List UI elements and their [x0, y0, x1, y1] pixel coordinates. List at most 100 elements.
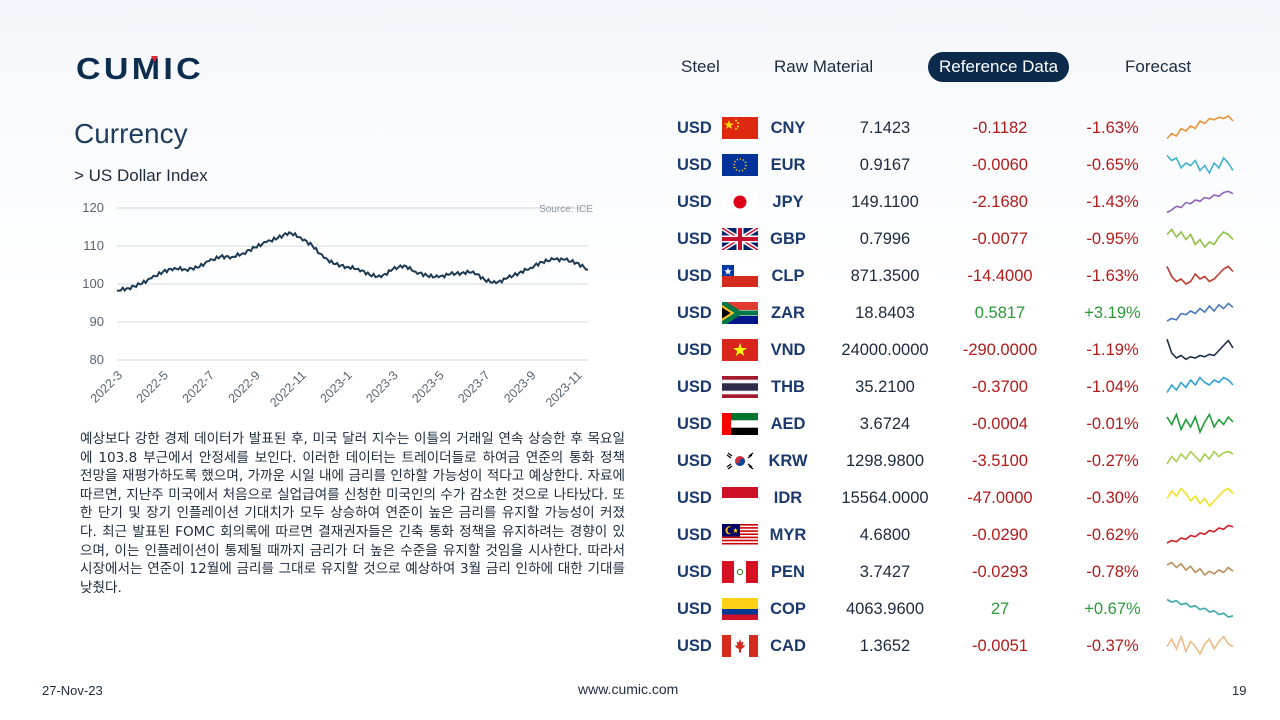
currency-row-thb: USD THB 35.2100 -0.3700 -1.04%	[670, 369, 1250, 406]
base-currency: USD	[677, 452, 712, 470]
nav-raw-material[interactable]: Raw Material	[774, 57, 874, 76]
rate-change: -2.1680	[972, 193, 1028, 211]
sparkline-line	[1166, 634, 1234, 656]
exchange-rate: 0.9167	[859, 156, 911, 174]
currency-code: IDR	[773, 489, 803, 507]
currency-code: PEN	[771, 563, 805, 581]
top-nav: Steel Raw Material Reference Data Foreca…	[660, 52, 1220, 82]
sparkline-chart	[1166, 376, 1234, 393]
exchange-rate: 0.7996	[859, 230, 911, 248]
chart-x-tick-label: 2023-5	[409, 368, 446, 405]
rate-change-percent: -1.04%	[1086, 378, 1139, 396]
rate-change-percent: -0.95%	[1086, 230, 1139, 248]
chart-y-tick-label: 80	[90, 352, 104, 367]
exchange-rate: 7.1423	[859, 119, 911, 137]
chart-y-tick-label: 100	[82, 276, 104, 291]
currency-row-myr: USD MYR 4.6800 -0.0290 -0.62%	[670, 517, 1250, 554]
rate-change-percent: -1.43%	[1086, 193, 1139, 211]
exchange-rate: 3.7427	[859, 563, 911, 581]
base-currency: USD	[677, 341, 712, 359]
chart-x-tick-label: 2023-11	[543, 368, 585, 410]
footer-url[interactable]: www.cumic.com	[578, 681, 679, 697]
base-currency: USD	[677, 637, 712, 655]
sparkline-line	[1166, 412, 1234, 435]
rate-change: -0.0004	[972, 415, 1028, 433]
rate-change: -0.0293	[972, 563, 1028, 581]
exchange-rate: 4063.9600	[846, 600, 924, 618]
chart-x-tick-label: 2023-3	[363, 368, 400, 405]
nav-forecast[interactable]: Forecast	[1125, 57, 1192, 76]
rate-change-percent: -0.62%	[1086, 526, 1139, 544]
sparkline-chart	[1166, 115, 1234, 140]
nav-reference-data[interactable]: Reference Data	[928, 52, 1070, 82]
page-title: Currency	[74, 118, 188, 149]
sparkline-line	[1166, 228, 1234, 249]
exchange-rate: 871.3500	[850, 267, 920, 285]
base-currency: USD	[677, 415, 712, 433]
chart-y-ticks: 80 90 100 110 120	[82, 200, 104, 367]
currency-row-jpy: USD JPY 149.1100 -2.1680 -1.43%	[670, 184, 1250, 221]
flag-eu-icon	[722, 154, 758, 176]
rate-change-percent: -0.78%	[1086, 563, 1139, 581]
sparkline-chart	[1166, 450, 1234, 465]
currency-code: COP	[770, 600, 806, 618]
commentary-text: 예상보다 강한 경제 데이터가 발표된 후, 미국 달러 지수는 이틀의 거래일…	[80, 431, 625, 596]
flag-cl-icon	[722, 265, 758, 287]
rate-change-percent: -0.01%	[1086, 415, 1139, 433]
sparkline-line	[1166, 598, 1234, 618]
currency-row-eur: USD EUR 0.9167 -0.0060 -0.65%	[670, 147, 1250, 184]
exchange-rate: 149.1100	[851, 193, 919, 211]
currency-code: EUR	[770, 156, 806, 174]
currency-row-pen: USD PEN 3.7427 -0.0293 -0.78%	[670, 554, 1250, 591]
flag-kr-icon	[722, 450, 758, 472]
sparkline-line	[1166, 302, 1234, 322]
rate-change: 27	[990, 600, 1010, 618]
nav-steel[interactable]: Steel	[681, 57, 720, 76]
chart-source-label: Source: ICE	[539, 204, 593, 215]
rate-change: -0.0060	[972, 156, 1028, 174]
sparkline-line	[1166, 339, 1234, 361]
exchange-rate: 3.6724	[859, 415, 911, 433]
chart-x-ticks: 2022-3 2022-5 2022-7 2022-9 2022-11 2023-1 202…	[88, 368, 585, 410]
chart-y-tick-label: 110	[83, 238, 104, 253]
flag-id-icon	[722, 487, 758, 509]
sparkline-line	[1166, 524, 1234, 544]
flag-co-icon	[722, 598, 758, 620]
sparkline-chart	[1166, 634, 1234, 656]
flag-za-icon	[722, 302, 758, 324]
currency-code: THB	[771, 378, 805, 396]
currency-code: MYR	[769, 526, 807, 544]
chart-x-tick-label: 2022-5	[134, 368, 171, 405]
base-currency: USD	[677, 304, 712, 322]
chart-x-tick-label: 2022-9	[226, 368, 263, 405]
currency-code: CNY	[770, 119, 806, 137]
base-currency: USD	[677, 267, 712, 285]
currency-code: CLP	[771, 267, 805, 285]
base-currency: USD	[677, 563, 712, 581]
flag-ca-icon	[722, 635, 758, 657]
flag-th-icon	[722, 376, 758, 398]
sparkline-chart	[1166, 228, 1234, 249]
sparkline-line	[1166, 450, 1234, 465]
sparkline-chart	[1166, 524, 1234, 544]
base-currency: USD	[677, 193, 712, 211]
rate-change-percent: -0.37%	[1086, 637, 1139, 655]
rate-change: -3.5100	[972, 452, 1028, 470]
sparkline-chart	[1166, 598, 1234, 618]
chart-x-tick-label: 2023-7	[455, 368, 492, 405]
sparkline-line	[1166, 376, 1234, 393]
exchange-rate: 1.3652	[859, 637, 911, 655]
exchange-rate: 15564.0000	[841, 489, 929, 507]
rate-change: -47.0000	[967, 489, 1033, 507]
rate-change-percent: +0.67%	[1084, 600, 1141, 618]
chart-y-tick-label: 120	[82, 200, 104, 215]
footer-date: 27-Nov-23	[42, 683, 103, 698]
currency-row-gbp: USD GBP 0.7996 -0.0077 -0.95%	[670, 221, 1250, 258]
currency-row-idr: USD IDR 15564.0000 -47.0000 -0.30%	[670, 480, 1250, 517]
rate-change-percent: -0.27%	[1086, 452, 1139, 470]
currency-code: ZAR	[771, 304, 805, 322]
cumic-logo: CUMIC	[76, 52, 204, 84]
exchange-rate: 4.6800	[859, 526, 911, 544]
logo-text: CUMIC	[76, 52, 204, 84]
